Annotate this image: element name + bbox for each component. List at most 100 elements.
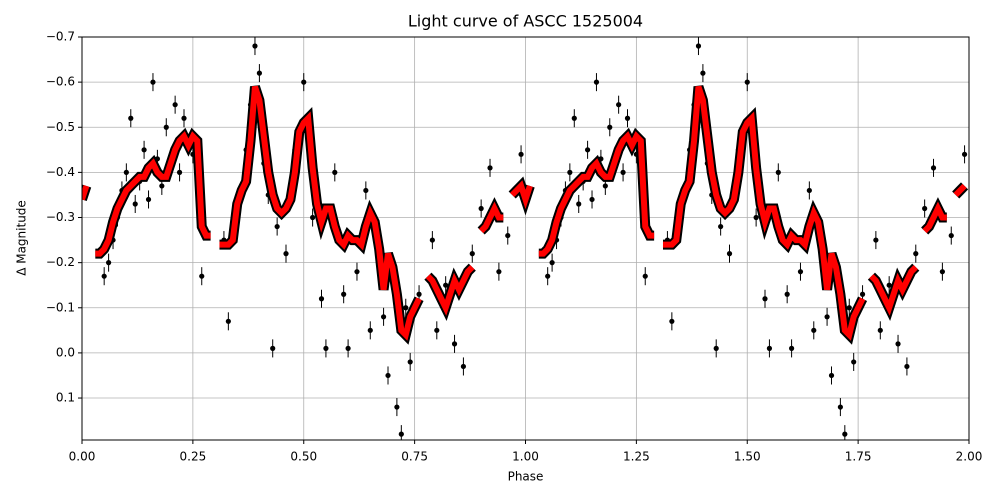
data-point — [828, 372, 835, 379]
x-tick-label: 0.75 — [401, 450, 428, 464]
data-point — [789, 345, 795, 351]
data-point — [806, 187, 812, 194]
data-point — [150, 79, 156, 85]
data-point — [416, 291, 422, 297]
data-point — [367, 327, 373, 333]
data-point — [930, 165, 937, 171]
data-point — [753, 214, 759, 221]
data-point — [695, 43, 702, 49]
data-point — [549, 260, 555, 266]
data-point — [700, 70, 706, 76]
y-tick-label: −0.5 — [46, 120, 75, 134]
data-point — [283, 251, 289, 257]
data-point — [895, 341, 901, 347]
data-point — [398, 431, 404, 437]
x-tick-label: 1.50 — [734, 450, 761, 464]
data-point — [318, 296, 325, 302]
data-point — [354, 269, 360, 275]
x-tick-label: 0.25 — [180, 450, 207, 464]
data-point — [270, 345, 276, 351]
data-point — [886, 282, 892, 288]
x-tick-label: 1.25 — [623, 450, 650, 464]
data-point — [571, 115, 577, 121]
y-tick-label: −0.4 — [46, 165, 75, 179]
y-tick-label: −0.7 — [46, 30, 75, 44]
data-point — [766, 345, 773, 351]
data-point — [837, 404, 843, 410]
y-tick-label: 0.1 — [56, 391, 75, 405]
data-point — [642, 273, 648, 279]
data-point — [567, 169, 573, 175]
data-point — [775, 169, 781, 175]
x-tick-label: 1.75 — [845, 450, 872, 464]
data-point — [123, 169, 129, 175]
data-point — [434, 327, 440, 333]
data-point — [310, 214, 316, 221]
data-point — [913, 251, 919, 257]
data-point — [939, 269, 945, 275]
data-point — [518, 151, 524, 157]
y-tick-label: −0.3 — [46, 210, 75, 224]
y-tick-label: −0.6 — [46, 75, 75, 89]
data-point — [159, 183, 165, 189]
data-point — [394, 404, 400, 410]
data-point — [846, 305, 852, 311]
data-point — [797, 269, 804, 275]
x-tick-label: 1.00 — [512, 450, 539, 464]
data-point — [256, 70, 262, 76]
data-point — [576, 201, 582, 207]
data-point — [718, 223, 724, 230]
data-point — [363, 187, 369, 194]
data-point — [859, 291, 866, 297]
data-point — [429, 237, 435, 243]
data-point — [593, 79, 600, 85]
data-point — [101, 273, 107, 279]
chart-title: Light curve of ASCC 1525004 — [408, 12, 643, 31]
data-point — [877, 327, 883, 333]
data-line — [82, 85, 967, 341]
data-point — [274, 223, 280, 230]
data-point — [624, 115, 631, 121]
data-point — [341, 291, 347, 297]
plot-area — [82, 37, 969, 440]
data-point — [163, 124, 169, 130]
data-point — [403, 305, 409, 311]
data-point — [669, 318, 675, 324]
data-point — [607, 124, 613, 130]
data-point — [811, 327, 817, 333]
x-tick-label: 2.00 — [956, 450, 983, 464]
data-point — [332, 169, 338, 175]
data-point — [487, 165, 493, 171]
data-point — [620, 169, 626, 175]
data-point — [469, 251, 475, 257]
data-point — [301, 79, 307, 85]
data-point — [922, 205, 928, 212]
data-point — [385, 372, 391, 379]
data-point — [407, 359, 413, 365]
y-tick-label: −0.1 — [46, 300, 75, 314]
data-point — [584, 147, 591, 153]
x-tick-label: 0.50 — [290, 450, 317, 464]
data-point — [784, 291, 790, 297]
data-point — [345, 345, 351, 351]
data-point — [726, 251, 733, 257]
data-point — [602, 183, 608, 189]
data-point — [496, 269, 502, 275]
data-point — [589, 196, 595, 203]
y-tick-label: −0.2 — [46, 255, 75, 269]
data-point — [616, 102, 622, 108]
data-point — [460, 363, 467, 370]
data-point — [744, 79, 750, 85]
data-point — [824, 314, 830, 320]
x-tick-label: 0.00 — [69, 450, 96, 464]
y-axis-label: Δ Magnitude — [15, 200, 29, 276]
data-point — [132, 201, 138, 207]
data-point — [451, 341, 458, 347]
data-point — [842, 431, 848, 437]
data-point — [252, 43, 258, 49]
data-point — [181, 115, 187, 121]
data-point — [199, 273, 205, 279]
ticks: 0.00 0.25 0.50 0.75 1.00 1.25 1.50 1.75 2.00 −0.7… — [46, 30, 983, 464]
